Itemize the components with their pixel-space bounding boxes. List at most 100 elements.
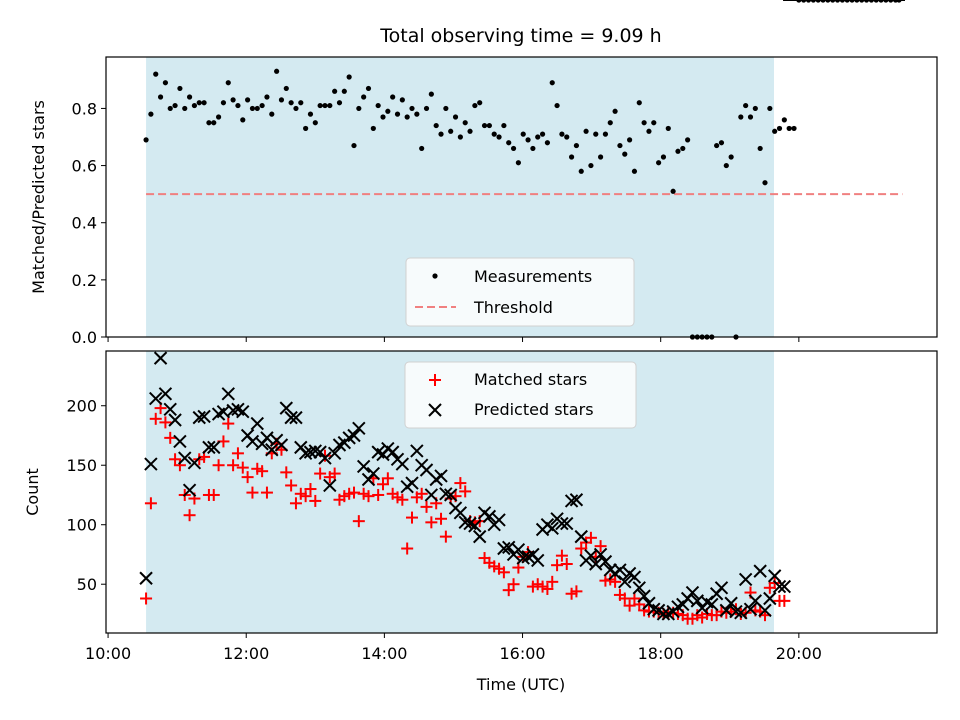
predicted-star-point [613, 563, 627, 577]
measurement-point [341, 88, 347, 94]
measurement-point [607, 120, 613, 126]
x-tick-label: 10:00 [85, 644, 131, 663]
measurement-point [593, 131, 599, 137]
measurement-point [602, 131, 609, 137]
top-y-tick-label: 0.6 [72, 157, 97, 176]
measurement-point [240, 117, 246, 123]
measurement-point [651, 120, 657, 126]
measurement-point [298, 100, 304, 106]
measurement-point [530, 145, 536, 152]
predicted-star-point [593, 547, 608, 562]
measurement-point [757, 145, 763, 152]
top-y-ticks: 0.0 0.2 0.4 0.6 0.8 [72, 99, 106, 347]
predicted-star-point [284, 410, 298, 425]
chart-title: Total observing time = 9.09 h [379, 25, 661, 47]
measurement-point [660, 154, 667, 160]
matched-star-point [425, 516, 438, 529]
predicted-star-point [187, 456, 202, 470]
measurement-point [423, 105, 430, 112]
measurement-point [665, 125, 671, 132]
measurement-point [264, 94, 270, 100]
predicted-star-point [734, 606, 748, 620]
matched-star-point [212, 459, 225, 472]
predicted-star-point [385, 445, 400, 459]
predicted-star-point [656, 607, 671, 621]
measurement-point [346, 74, 352, 80]
bottom-legend-box [404, 361, 637, 429]
measurement-point [438, 131, 444, 137]
x-tick-label: 14:00 [361, 644, 407, 663]
measurement-point [670, 188, 676, 194]
predicted-star-point [777, 579, 792, 594]
measurement-point [414, 111, 420, 117]
matched-star-point [304, 483, 317, 496]
measurement-point [191, 102, 198, 109]
predicted-star-point [767, 569, 782, 583]
matched-star-point [546, 575, 559, 588]
measurement-point [220, 100, 227, 106]
measurement-point [583, 128, 589, 134]
matched-star-point [415, 487, 428, 500]
top-y-tick-label: 0.8 [72, 99, 97, 118]
matched-star-point [584, 531, 597, 544]
top-x-ticks [107, 337, 800, 342]
measurement-point [786, 125, 792, 132]
measurement-point [457, 134, 463, 140]
predicted-star-point [207, 440, 221, 455]
measurement-point [288, 100, 294, 106]
measurement-point [230, 97, 236, 103]
measurement-point [718, 140, 725, 146]
measurement-point [781, 117, 787, 123]
predicted-star-point [458, 515, 472, 530]
measurement-point [656, 160, 662, 166]
matched-star-point [570, 585, 583, 598]
measurement-point [467, 128, 473, 134]
measurement-point [486, 122, 492, 129]
predicted-star-point [308, 444, 323, 458]
matched-star-point [362, 490, 375, 503]
matched-star-point [164, 431, 177, 444]
measurement-point [312, 120, 318, 126]
measurement-point [535, 134, 541, 140]
matched-star-point [497, 566, 510, 579]
matched-star-point [406, 511, 419, 524]
measurement-point [157, 94, 164, 100]
predicted-star-point [149, 391, 163, 406]
measurement-point [481, 122, 488, 129]
predicted-star-point [158, 387, 173, 401]
predicted-star-point [632, 581, 646, 595]
measurement-point [249, 105, 256, 112]
measurement-point [278, 97, 285, 103]
matched-star-point [507, 578, 520, 591]
measurement-point [390, 94, 396, 100]
predicted-star-point [347, 428, 361, 443]
measurement-point [443, 105, 449, 112]
matched-star-point [372, 488, 385, 501]
measurement-point [254, 105, 260, 112]
predicted-star-point [236, 404, 250, 419]
predicted-star-point [502, 540, 516, 555]
predicted-star-point [366, 466, 381, 481]
measurement-point [351, 142, 357, 149]
measurement-point [225, 80, 231, 86]
matched-star-point [207, 488, 220, 501]
measurement-point [767, 105, 773, 112]
predicted-star-point [265, 443, 279, 457]
predicted-points [139, 0, 906, 621]
predicted-star-point [144, 457, 158, 471]
predicted-star-point [173, 434, 187, 449]
matched-star-point [241, 471, 254, 484]
matched-star-point [551, 559, 564, 572]
measurement-point [539, 131, 546, 137]
predicted-star-point [516, 551, 530, 565]
measurement-point [385, 108, 391, 114]
matched-star-point [594, 540, 607, 553]
matched-star-point [256, 465, 269, 478]
predicted-star-point [560, 516, 574, 531]
measurement-point [597, 154, 604, 160]
predicted-star-point [531, 553, 545, 568]
matched-star-point [222, 417, 235, 430]
predicted-star-point [569, 493, 584, 507]
measurement-point [211, 120, 217, 126]
predicted-star-point [482, 509, 497, 524]
